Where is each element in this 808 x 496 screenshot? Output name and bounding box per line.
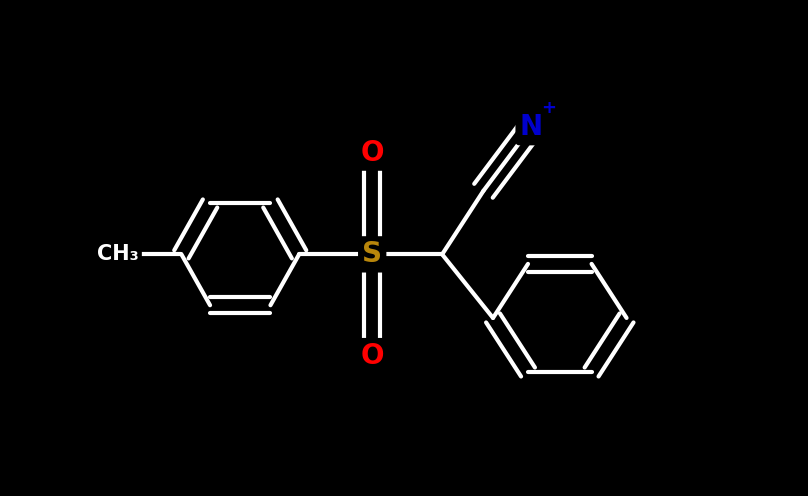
Text: CH₃: CH₃ <box>97 245 139 264</box>
Text: O: O <box>360 138 384 167</box>
Text: +: + <box>541 99 557 117</box>
Text: S: S <box>362 241 382 268</box>
Text: O: O <box>360 342 384 370</box>
Text: N: N <box>520 113 543 141</box>
